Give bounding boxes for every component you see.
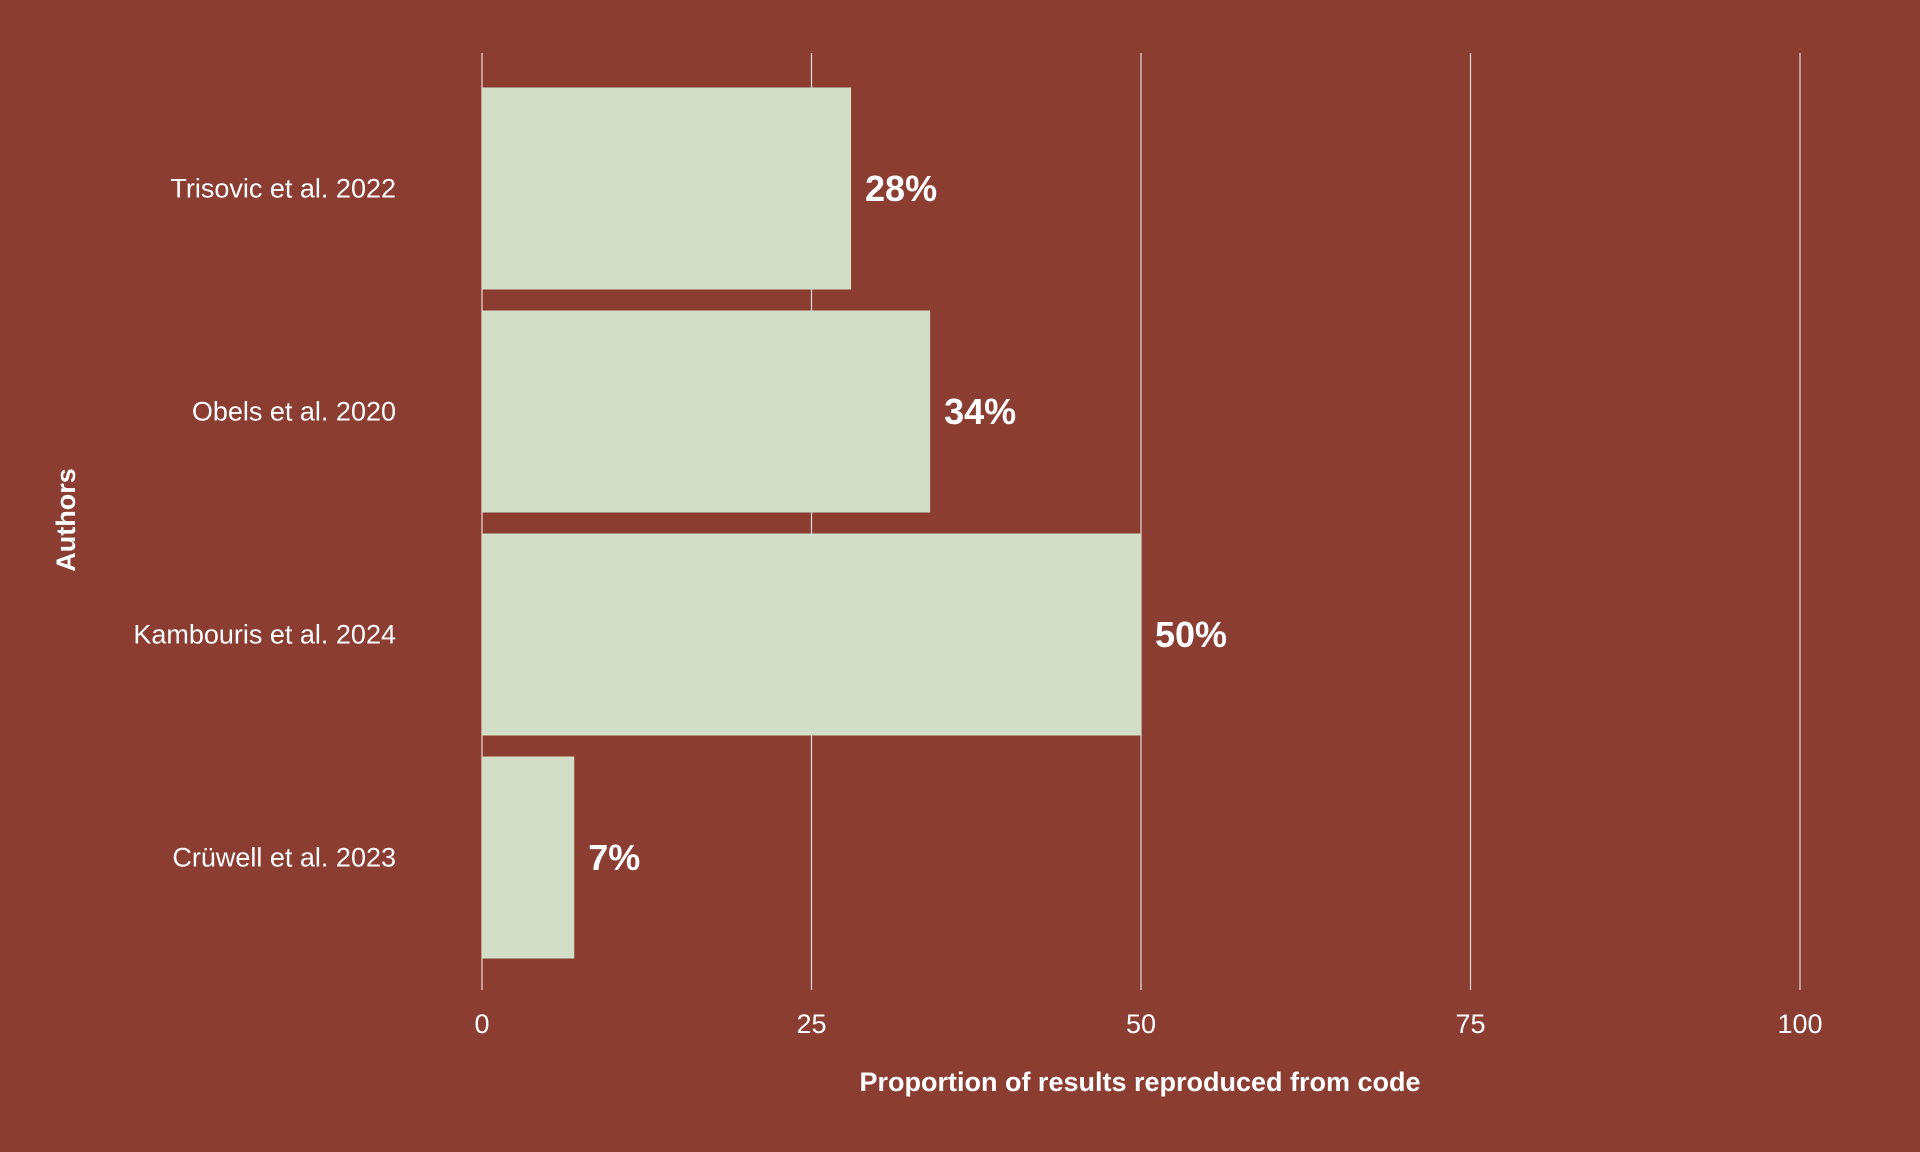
x-tick-labels: 0 25 50 75 100	[474, 1009, 1822, 1039]
x-tick-label: 0	[474, 1009, 489, 1039]
y-tick-label: Trisovic et al. 2022	[170, 174, 396, 204]
value-labels: 28% 34% 50% 7%	[588, 168, 1227, 878]
bar-value-label: 7%	[588, 837, 640, 878]
bar	[482, 310, 931, 513]
bar-value-label: 34%	[944, 391, 1016, 432]
y-tick-label: Kambouris et al. 2024	[133, 620, 396, 650]
bar-value-label: 28%	[865, 168, 937, 209]
y-tick-labels: Trisovic et al. 2022 Obels et al. 2020 Kam…	[133, 174, 396, 873]
y-axis-label: Authors	[51, 468, 81, 572]
bar	[482, 87, 852, 290]
x-tick-label: 25	[796, 1009, 826, 1039]
x-tick-label: 50	[1126, 1009, 1156, 1039]
x-tick-label: 75	[1455, 1009, 1485, 1039]
x-tick-label: 100	[1777, 1009, 1822, 1039]
y-tick-label: Crüwell et al. 2023	[172, 843, 396, 873]
bar-value-label: 50%	[1155, 614, 1227, 655]
y-tick-label: Obels et al. 2020	[192, 397, 396, 427]
bar	[482, 533, 1141, 736]
bar	[482, 756, 575, 959]
bars	[482, 87, 1141, 959]
x-axis-label: Proportion of results reproduced from co…	[859, 1067, 1420, 1097]
